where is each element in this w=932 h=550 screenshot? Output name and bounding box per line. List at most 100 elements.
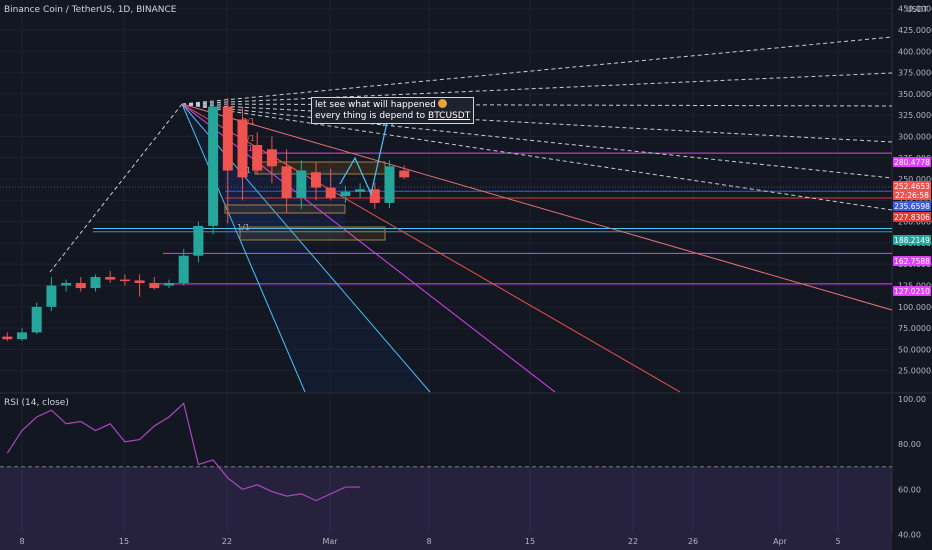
candle-body [75, 282, 86, 289]
rsi-line [6, 402, 361, 502]
rsi-tick-label: 80.00 [898, 440, 921, 449]
candle-body [325, 187, 336, 198]
candle-body [252, 145, 263, 171]
projection-line [339, 117, 389, 196]
price-tick-label: 250.0000 [898, 175, 932, 184]
candle-body [119, 279, 130, 282]
candle-body [369, 189, 380, 203]
time-tick-label: Apr [773, 537, 788, 546]
candle-body [222, 106, 233, 171]
price-tick-label: 75.0000 [898, 324, 931, 333]
fan-line-8-1 [181, 103, 306, 393]
rect-support [239, 226, 386, 241]
price-tag [893, 157, 931, 167]
fan-line-1-1 [181, 103, 893, 311]
price-tag-label: 127.0210 [894, 287, 930, 296]
candle-body [193, 225, 204, 256]
candle-body [90, 277, 101, 289]
candle-body [384, 166, 395, 203]
rsi-tick-label: 40.00 [898, 531, 921, 540]
candle-body [355, 189, 366, 192]
candle-body [281, 166, 292, 198]
price-tick-label: 400.0000 [898, 47, 932, 56]
candle-body [2, 336, 13, 340]
rsi-title[interactable]: RSI (14, close) [4, 398, 69, 408]
price-tag-label: 280.4778 [894, 158, 930, 167]
rsi-axis: 100.00 80.00 60.00 40.00 [898, 395, 926, 540]
candle-body [340, 191, 351, 197]
price-tag [893, 190, 931, 200]
annotation-callout[interactable]: let see what will happened every thing i… [311, 97, 475, 124]
candle-body [46, 285, 57, 307]
price-tick-label: 450.0000 [898, 5, 932, 14]
annotation-line-2: every thing is depend to [315, 111, 429, 121]
grid [0, 0, 932, 533]
candle-body [164, 282, 174, 286]
fan-fill [182, 104, 430, 392]
fan-line-2-1 [181, 103, 681, 393]
candle-body [399, 170, 410, 178]
gann-fan: 8/14/13/12/11/1 [49, 36, 893, 393]
fan-ratio-label: 4/1 [242, 134, 255, 143]
fan-line-left [49, 103, 183, 273]
candle-body [17, 332, 27, 340]
candle-body [311, 172, 321, 188]
price-tick-label: 350.0000 [898, 90, 932, 99]
candle-body [149, 282, 160, 289]
candle-series [2, 98, 410, 341]
candle-body [296, 170, 307, 198]
rsi-pane [0, 402, 892, 550]
time-tick-label: 5 [835, 537, 840, 546]
price-tag-label: 252.4653 [894, 182, 930, 191]
price-tick-label: 50.0000 [898, 345, 931, 354]
price-tag-label: 227.8306 [894, 213, 930, 222]
candle-body [105, 277, 116, 280]
fan-line-upper [181, 103, 893, 107]
time-tick-label: 15 [525, 537, 535, 546]
candle-body [134, 280, 145, 283]
price-tag-label: 22:26:58 [895, 191, 929, 200]
rsi-tick-label: 60.00 [898, 485, 921, 494]
time-tick-label: 15 [119, 537, 129, 546]
candle-body [178, 255, 189, 283]
price-tag [893, 286, 931, 296]
candle-body [266, 149, 277, 167]
candle-body [61, 282, 72, 286]
fan-line-upper [181, 103, 893, 211]
price-tick-label: 425.0000 [898, 26, 932, 35]
horizontal-levels [0, 152, 892, 285]
price-tag [893, 201, 931, 211]
price-tick-label: 225.0000 [898, 196, 932, 205]
price-tag-label: 188.2149 [894, 236, 930, 245]
symbol-title[interactable]: Binance Coin / TetherUS, 1D, BINANCE [4, 5, 177, 15]
fan-line-upper [181, 72, 893, 105]
emoji-icon [437, 99, 447, 108]
price-tick-label: 25.0000 [898, 367, 931, 376]
currency-label: USDT [906, 5, 928, 14]
price-tag-label: 235.6598 [894, 202, 930, 211]
price-tick-label: 200.0000 [898, 218, 932, 227]
price-tick-label: 375.0000 [898, 69, 932, 78]
rsi-band-fill [0, 466, 892, 550]
btcusdt-link[interactable]: BTCUSDT [428, 111, 471, 121]
price-tick-label: 100.0000 [898, 303, 932, 312]
price-tag-label: 162.7588 [894, 257, 930, 266]
time-tick-label: 8 [426, 537, 431, 546]
rect-mid [224, 204, 346, 214]
candle-body [208, 106, 219, 226]
time-tick-label: Mar [322, 537, 338, 546]
price-tick-label: 300.0000 [898, 132, 932, 141]
price-tag [893, 212, 931, 222]
fan-ratio-label: 8/1 [242, 117, 255, 126]
price-tick-label: 325.0000 [898, 111, 932, 120]
time-tick-label: 8 [19, 537, 24, 546]
rsi-tick-label: 100.00 [898, 395, 926, 404]
time-tick-label: 22 [628, 537, 638, 546]
annotation-line-1: let see what will happened [315, 100, 436, 110]
time-tick-label: 26 [688, 537, 698, 546]
time-axis: 8 15 22 Mar 8 15 22 26 Apr 5 [19, 537, 840, 546]
price-tag [893, 235, 931, 245]
candle-body [237, 119, 248, 178]
